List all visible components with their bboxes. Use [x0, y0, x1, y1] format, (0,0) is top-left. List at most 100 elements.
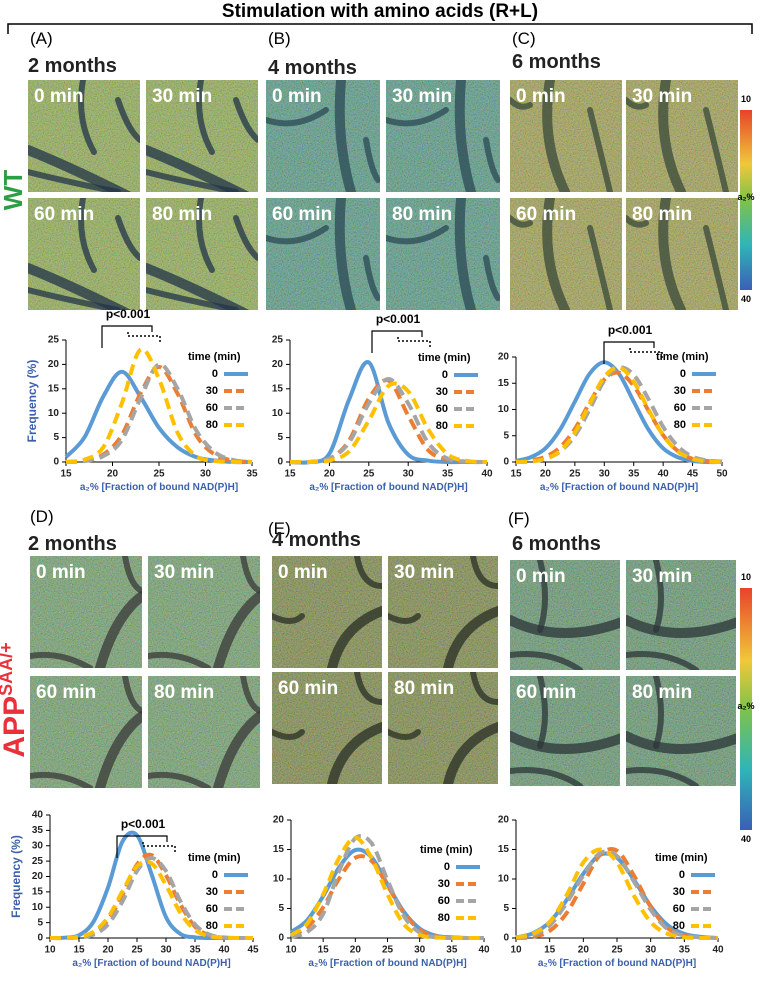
- series-line: [65, 362, 253, 464]
- vessel: [334, 80, 356, 192]
- vessel: [196, 198, 215, 273]
- image-tile: [510, 676, 620, 786]
- image-tile: [266, 80, 380, 192]
- vessel: [122, 556, 142, 594]
- vessel: [122, 676, 142, 714]
- vessel: [213, 711, 260, 788]
- vessel: [626, 615, 736, 638]
- x-axis-label: a₂% [Fraction of bound NAD(P)H]: [72, 958, 230, 969]
- time-label: 0 min: [36, 562, 86, 583]
- legend-label: 0: [444, 861, 450, 873]
- vessel: [327, 606, 382, 668]
- p-value: p<0.001: [376, 312, 421, 326]
- y-tick-label: 10: [498, 874, 510, 885]
- series-line: [515, 370, 723, 464]
- x-tick-label: 45: [687, 469, 699, 480]
- row-label-app: APPSAA/+: [0, 642, 31, 757]
- legend-label: 0: [680, 368, 686, 380]
- x-tick-label: 30: [403, 469, 415, 480]
- panel-label: (A): [30, 29, 53, 48]
- image-tile: [30, 556, 142, 668]
- x-axis-label: a₂% [Fraction of bound NAD(P)H]: [538, 958, 696, 969]
- significance-bracket: [371, 330, 423, 353]
- image-tile: [148, 556, 260, 668]
- legend-title: time (min): [418, 352, 471, 364]
- time-label: 30 min: [632, 566, 692, 587]
- vessel: [78, 80, 97, 155]
- vessel: [354, 672, 382, 705]
- y-tick-label: 10: [498, 404, 510, 415]
- time-label: 0 min: [516, 566, 566, 587]
- vessel: [626, 651, 699, 670]
- y-tick-label: 0: [278, 933, 284, 944]
- vessel: [146, 169, 239, 192]
- vessel: [626, 767, 699, 786]
- age-label: 2 months: [28, 55, 117, 77]
- legend-title: time (min): [656, 351, 709, 363]
- vessel: [626, 97, 649, 110]
- x-tick-label: 20: [578, 945, 590, 956]
- time-label: 60 min: [36, 682, 96, 703]
- series-line: [515, 360, 723, 465]
- time-label: 80 min: [154, 682, 214, 703]
- x-tick-label: 35: [679, 945, 691, 956]
- y-tick-label: 40: [32, 810, 44, 821]
- age-label: 4 months: [268, 57, 357, 79]
- legend-label: 80: [436, 420, 448, 432]
- legend-title: time (min): [420, 844, 473, 856]
- panel-label: (F): [508, 509, 530, 528]
- image-tile: [386, 80, 500, 192]
- row-label-app-sup: SAA/+: [0, 642, 16, 696]
- time-label: 60 min: [272, 204, 332, 225]
- vessel: [30, 771, 93, 788]
- time-label: 80 min: [632, 682, 692, 703]
- x-tick-label: 25: [131, 945, 143, 956]
- image-tile: [626, 676, 736, 786]
- vessel: [703, 225, 729, 310]
- series-line: [289, 847, 485, 941]
- series-line: [289, 381, 488, 465]
- vessel: [510, 215, 533, 228]
- x-tick-label: 15: [510, 469, 522, 480]
- series-line: [65, 347, 253, 465]
- y-tick-label: 5: [503, 903, 509, 914]
- vessel: [240, 556, 260, 594]
- vessel: [148, 651, 211, 668]
- vessel: [483, 137, 500, 183]
- series-line: [515, 365, 723, 464]
- legend-title: time (min): [655, 852, 708, 864]
- significance-bracket: [116, 835, 168, 858]
- x-axis-label: a₂% [Fraction of bound NAD(P)H]: [540, 482, 698, 493]
- vessel: [272, 729, 305, 740]
- image-tile: [388, 556, 498, 668]
- y-tick-label: 5: [37, 917, 43, 928]
- y-tick-label: 20: [48, 359, 60, 370]
- y-tick-label: 0: [277, 457, 283, 468]
- panel-label: (B): [268, 29, 291, 48]
- x-tick-label: 40: [658, 469, 670, 480]
- significance-bracket-dotted: [397, 337, 431, 348]
- vessel: [703, 107, 729, 192]
- image-tile: [626, 560, 736, 670]
- vessel: [363, 255, 380, 301]
- time-label: 0 min: [272, 86, 322, 107]
- time-label: 30 min: [632, 86, 692, 107]
- vessel: [272, 613, 305, 624]
- x-tick-label: 50: [716, 469, 728, 480]
- vessel: [115, 97, 140, 143]
- legend-label: 0: [679, 869, 685, 881]
- image-tile: [148, 676, 260, 788]
- age-label: 6 months: [512, 51, 601, 73]
- x-tick-label: 40: [478, 945, 490, 956]
- time-label: 80 min: [632, 204, 692, 225]
- vessel: [334, 198, 356, 310]
- legend-label: 60: [673, 903, 685, 915]
- legend-label: 30: [206, 385, 218, 397]
- y-tick-label: 15: [498, 844, 510, 855]
- x-tick-label: 20: [107, 469, 119, 480]
- vessel: [266, 225, 329, 245]
- image-tile: [146, 80, 258, 192]
- row-label-wt: WT: [0, 170, 28, 211]
- y-axis-label: Frequency (%): [25, 360, 39, 443]
- vessel: [510, 731, 620, 754]
